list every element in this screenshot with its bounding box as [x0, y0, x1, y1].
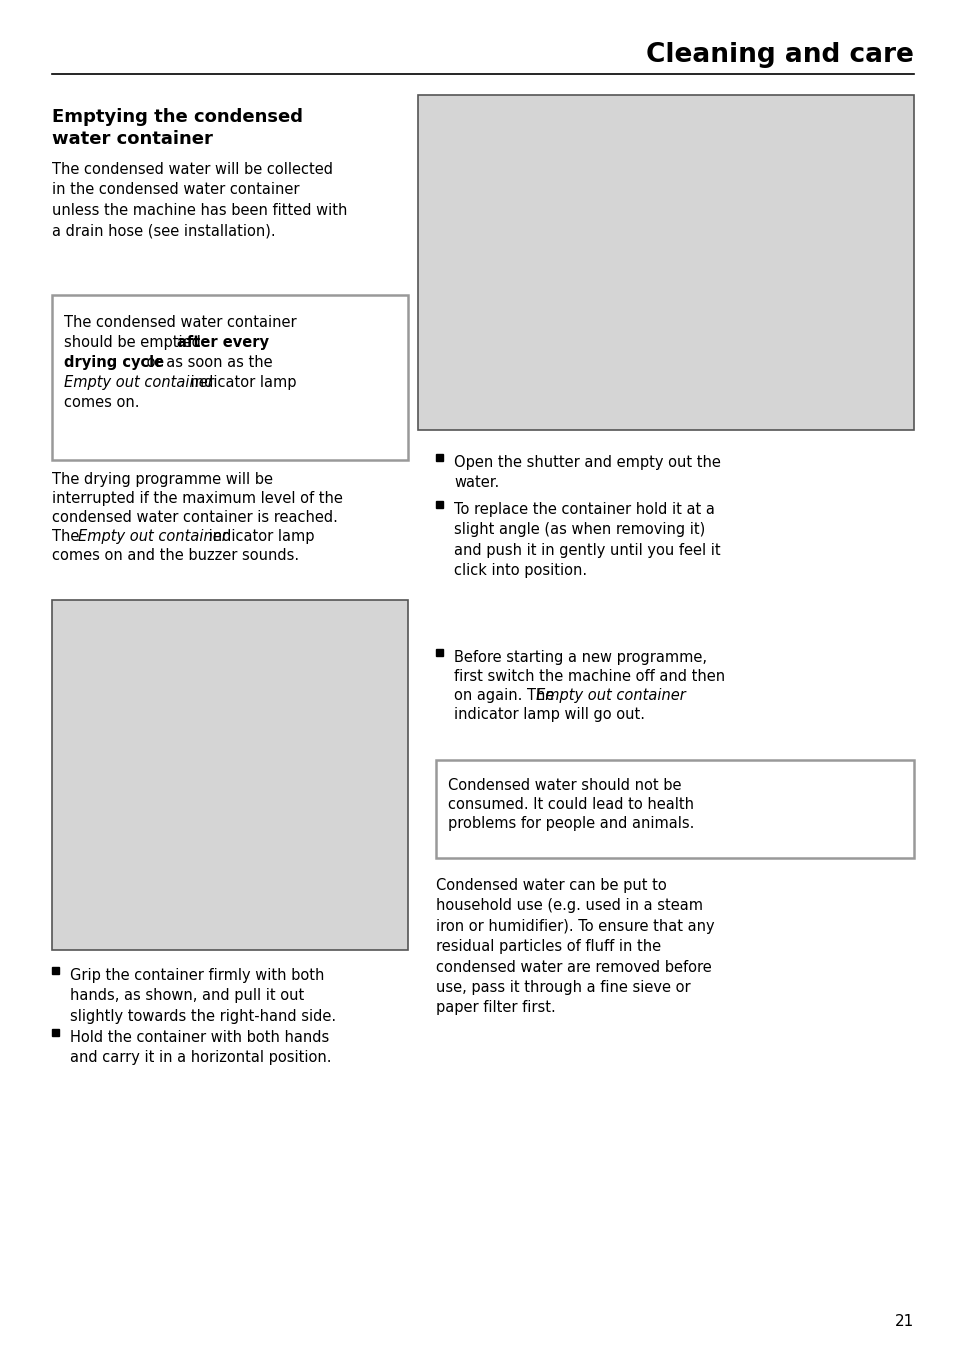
Text: should be emptied: should be emptied — [64, 335, 205, 350]
Text: interrupted if the maximum level of the: interrupted if the maximum level of the — [52, 491, 342, 506]
Text: indicator lamp will go out.: indicator lamp will go out. — [454, 707, 644, 722]
Text: condensed water container is reached.: condensed water container is reached. — [52, 510, 337, 525]
Bar — [436, 649, 442, 656]
Text: 21: 21 — [894, 1314, 913, 1329]
Text: indicator lamp: indicator lamp — [204, 529, 314, 544]
Text: Cleaning and care: Cleaning and care — [645, 42, 913, 68]
Text: comes on and the buzzer sounds.: comes on and the buzzer sounds. — [52, 548, 299, 562]
Text: Hold the container with both hands
and carry it in a horizontal position.: Hold the container with both hands and c… — [70, 1030, 331, 1065]
Text: Empty out container: Empty out container — [78, 529, 228, 544]
Bar — [52, 967, 59, 973]
Text: consumed. It could lead to health: consumed. It could lead to health — [448, 796, 693, 813]
Text: comes on.: comes on. — [64, 395, 139, 410]
Text: Open the shutter and empty out the
water.: Open the shutter and empty out the water… — [454, 456, 720, 491]
Text: The condensed water will be collected
in the condensed water container
unless th: The condensed water will be collected in… — [52, 162, 347, 238]
Text: after every: after every — [177, 335, 269, 350]
Bar — [417, 95, 913, 430]
Text: The drying programme will be: The drying programme will be — [52, 472, 273, 487]
Text: Condensed water can be put to
household use (e.g. used in a steam
iron or humidi: Condensed water can be put to household … — [436, 877, 714, 1015]
Text: first switch the machine off and then: first switch the machine off and then — [454, 669, 724, 684]
Text: indicator lamp: indicator lamp — [186, 375, 296, 389]
Text: drying cycle: drying cycle — [64, 356, 164, 370]
Text: Empty out container: Empty out container — [536, 688, 685, 703]
Text: The: The — [52, 529, 84, 544]
Bar — [436, 760, 913, 859]
Bar — [52, 600, 408, 950]
Text: To replace the container hold it at a
slight angle (as when removing it)
and pus: To replace the container hold it at a sl… — [454, 502, 720, 579]
Bar — [52, 295, 408, 460]
Text: Emptying the condensed: Emptying the condensed — [52, 108, 303, 126]
Text: Condensed water should not be: Condensed water should not be — [448, 777, 680, 794]
Text: Empty out container: Empty out container — [64, 375, 213, 389]
Bar — [52, 1029, 59, 1036]
Bar — [436, 454, 442, 461]
Text: The condensed water container: The condensed water container — [64, 315, 296, 330]
Bar — [436, 502, 442, 508]
Text: Grip the container firmly with both
hands, as shown, and pull it out
slightly to: Grip the container firmly with both hand… — [70, 968, 335, 1023]
Text: Before starting a new programme,: Before starting a new programme, — [454, 650, 706, 665]
Text: problems for people and animals.: problems for people and animals. — [448, 817, 694, 831]
Text: water container: water container — [52, 130, 213, 147]
Text: on again. The: on again. The — [454, 688, 558, 703]
Text: or as soon as the: or as soon as the — [142, 356, 273, 370]
